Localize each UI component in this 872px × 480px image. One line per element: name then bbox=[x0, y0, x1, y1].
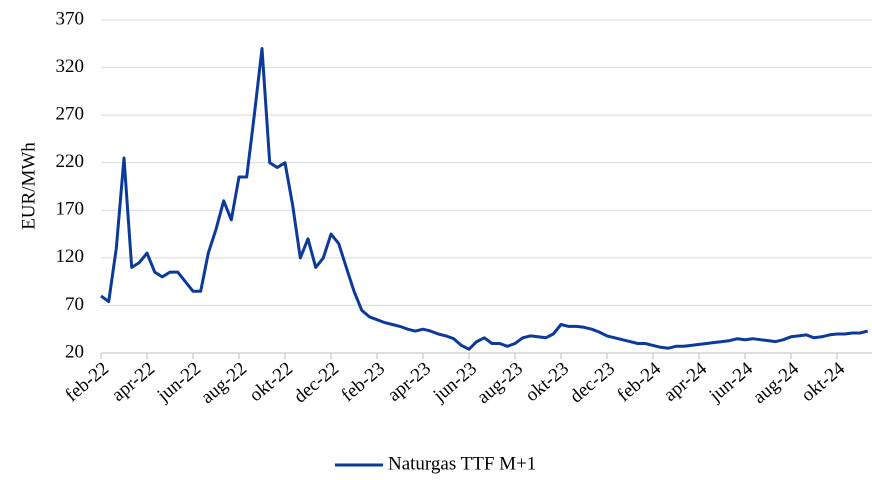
x-tick-label: jun-24 bbox=[705, 358, 758, 407]
x-tick-label: dec-23 bbox=[566, 358, 619, 407]
x-tick-label: jun-23 bbox=[429, 358, 481, 407]
y-tick-label: 370 bbox=[56, 8, 85, 29]
x-tick-label: dec-22 bbox=[290, 358, 343, 407]
x-tick-label: okt-23 bbox=[522, 358, 574, 406]
line-series bbox=[100, 47, 869, 351]
x-tick-label: aug-24 bbox=[749, 358, 803, 408]
x-tick-label: jun-22 bbox=[153, 358, 205, 407]
y-tick-label: 220 bbox=[56, 151, 85, 172]
y-tick-label: 120 bbox=[56, 246, 85, 267]
x-tick-label: feb-22 bbox=[62, 358, 113, 406]
x-tick-label: apr-24 bbox=[660, 358, 712, 406]
y-tick-label: 70 bbox=[65, 294, 84, 315]
x-tick-label: aug-23 bbox=[473, 358, 527, 408]
x-tick-label: okt-22 bbox=[246, 358, 298, 406]
x-tick-label: okt-24 bbox=[798, 358, 850, 406]
x-tick-label: feb-23 bbox=[338, 358, 389, 406]
legend-label: Naturgas TTF M+1 bbox=[388, 453, 536, 474]
x-tick-label: feb-24 bbox=[614, 358, 666, 406]
y-tick-label: 320 bbox=[56, 56, 85, 77]
x-tick-label: apr-23 bbox=[384, 358, 435, 406]
y-tick-label: 170 bbox=[56, 199, 85, 220]
y-axis-label: EUR/MWh bbox=[18, 142, 39, 230]
x-tick-label: apr-22 bbox=[108, 358, 159, 406]
y-tick-label: 20 bbox=[65, 341, 84, 362]
x-tick-label: aug-22 bbox=[197, 358, 251, 408]
y-tick-label: 270 bbox=[56, 104, 85, 125]
